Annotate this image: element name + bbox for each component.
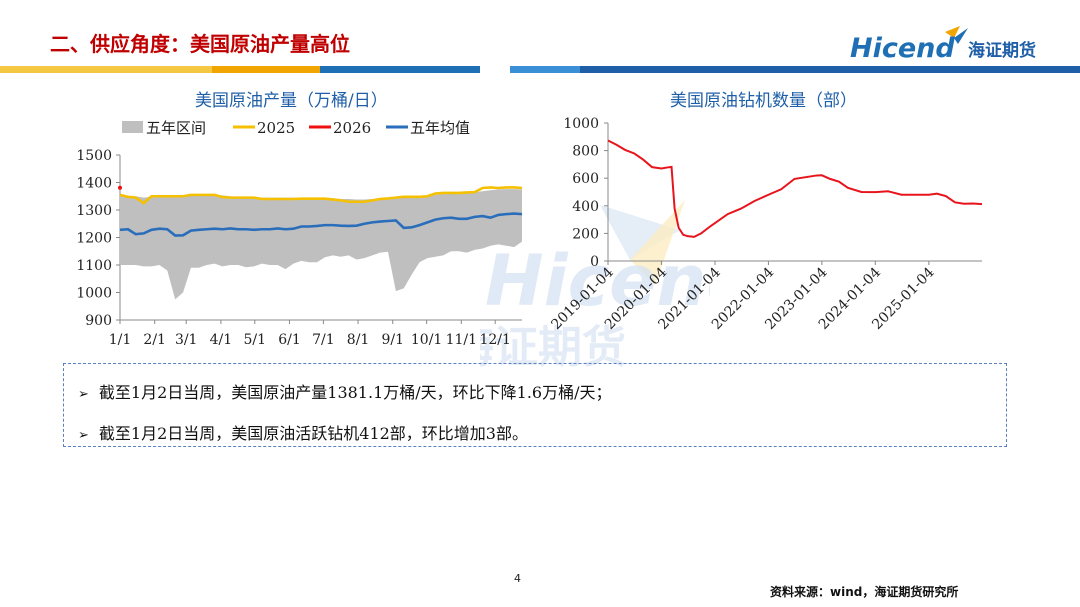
x-tick-label: 12/1 [479, 332, 510, 348]
chart-production: 900 1000 1100 1200 1300 1400 1500 1/1 2/1 3/1 4/1 5… [76, 119, 523, 348]
y-tick-label: 1200 [76, 231, 112, 247]
y-tick-label: 0 [590, 254, 599, 270]
summary-box: ➢ 截至1月2日当周，美国原油产量1381.1万桶/天，环比下降1.6万桶/天； … [63, 363, 1007, 447]
y-tick-label: 600 [572, 171, 599, 187]
x-tick-label: 4/1 [210, 332, 233, 348]
series-2026-point [118, 185, 122, 190]
watermark: Hicend 海证期货 [480, 200, 710, 370]
summary-bullet: ➢ 截至1月2日当周，美国原油活跃钻机412部，环比增加3部。 [78, 420, 528, 444]
watermark-text-cn: 海证期货 [480, 322, 626, 370]
x-tick-label: 8/1 [347, 332, 370, 348]
x-tick-label: 2/1 [143, 332, 166, 348]
header-color-bar [0, 66, 1080, 73]
legend-swatch-range [122, 121, 143, 133]
company-logo: Hicend 海证期货 [850, 26, 1036, 64]
x-tick-label: 1/1 [109, 332, 132, 348]
y-tick-label: 1400 [76, 176, 112, 192]
source-note: 资料来源：wind，海证期货研究所 [770, 585, 959, 599]
legend-label: 2025 [257, 119, 295, 137]
summary-text-rigs: 截至1月2日当周，美国原油活跃钻机412部，环比增加3部。 [98, 424, 528, 443]
x-tick-label: 7/1 [312, 332, 335, 348]
x-tick-label: 9/1 [381, 332, 404, 348]
logo-text: Hicend [850, 33, 955, 64]
series-rig-count-line [607, 139, 983, 238]
watermark-text-en: Hicend [485, 240, 710, 322]
summary-bullet: ➢ 截至1月2日当周，美国原油产量1381.1万桶/天，环比下降1.6万桶/天； [78, 379, 611, 403]
x-tick-label: 5/1 [244, 332, 267, 348]
series-2025-line [119, 186, 523, 205]
chart-title-rigs: 美国原油钻机数量（部） [670, 91, 857, 111]
series-five-year-mean-line [119, 212, 523, 237]
y-tick-label: 800 [572, 144, 599, 160]
x-tick-label: 10/1 [411, 332, 442, 348]
arrow-bullet-icon: ➢ [78, 428, 89, 443]
summary-text-production: 截至1月2日当周，美国原油产量1381.1万桶/天，环比下降1.6万桶/天； [98, 383, 612, 402]
page-title: 二、供应角度：美国原油产量高位 [50, 32, 350, 56]
y-tick-label: 200 [572, 226, 599, 242]
chart-title-production: 美国原油产量（万桶/日） [195, 91, 388, 111]
y-tick-label: 1000 [563, 116, 599, 132]
y-tick-label: 1500 [76, 148, 112, 164]
legend-label: 2026 [333, 119, 371, 137]
x-tick-label: 6/1 [278, 332, 301, 348]
arrow-bullet-icon: ➢ [78, 387, 89, 402]
legend-label: 五年均值 [410, 119, 470, 137]
y-tick-label: 400 [572, 199, 599, 215]
y-tick-label: 900 [85, 313, 112, 329]
logo-cn-text: 海证期货 [968, 40, 1036, 61]
page-number: 4 [514, 572, 521, 585]
y-tick-label: 1300 [76, 203, 112, 219]
legend-label: 五年区间 [146, 119, 206, 137]
chart-rigs: 020040060080010002019-01-042020-01-04202… [548, 116, 983, 333]
series-five-year-range [120, 189, 522, 300]
x-tick-label: 11/1 [446, 332, 477, 348]
y-tick-label: 1100 [76, 258, 112, 274]
x-tick-label: 3/1 [175, 332, 198, 348]
y-tick-label: 1000 [76, 286, 112, 302]
